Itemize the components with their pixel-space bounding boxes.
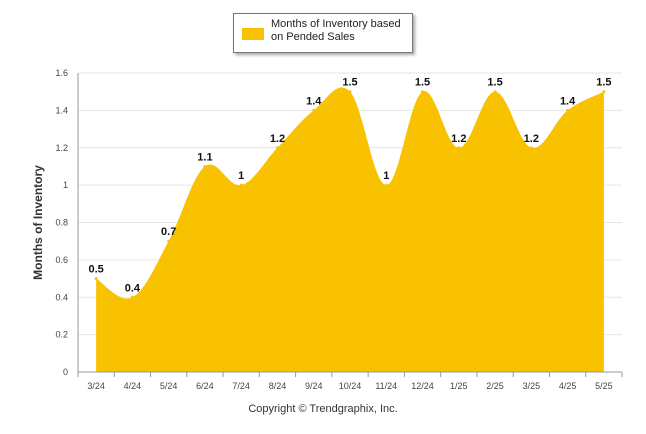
data-point: [312, 108, 316, 112]
data-label: 1: [383, 170, 389, 182]
legend-swatch: [242, 28, 264, 40]
legend-label: Months of Inventory based on Pended Sale…: [271, 18, 401, 43]
data-label: 1: [238, 170, 244, 182]
data-label: 1.4: [560, 95, 576, 107]
y-tick-label: 0.4: [55, 292, 68, 302]
data-point: [602, 90, 606, 94]
data-point: [493, 90, 497, 94]
data-point: [348, 90, 352, 94]
copyright-text: Copyright © Trendgraphix, Inc.: [248, 403, 398, 415]
x-tick-label: 2/25: [486, 381, 504, 391]
data-label: 0.5: [88, 264, 103, 276]
x-tick-label: 1/25: [450, 381, 468, 391]
x-tick-label: 3/24: [87, 381, 105, 391]
data-label: 1.2: [451, 133, 466, 145]
x-tick-label: 5/24: [160, 381, 178, 391]
data-point: [384, 183, 388, 187]
y-tick-label: 1.6: [55, 68, 68, 78]
data-label: 1.2: [270, 133, 285, 145]
x-tick-label: 9/24: [305, 381, 323, 391]
x-tick-label: 12/24: [411, 381, 434, 391]
data-point: [529, 146, 533, 150]
data-point: [421, 90, 425, 94]
y-tick-label: 0: [63, 367, 68, 377]
data-label: 0.4: [125, 282, 141, 294]
data-label: 1.5: [596, 77, 611, 89]
y-tick-label: 1.2: [55, 143, 68, 153]
data-point: [566, 108, 570, 112]
x-tick-label: 7/24: [232, 381, 250, 391]
x-tick-label: 6/24: [196, 381, 214, 391]
series-area: [96, 87, 604, 372]
data-point: [239, 183, 243, 187]
data-label: 1.2: [524, 133, 539, 145]
data-label: 1.5: [487, 77, 502, 89]
data-point: [275, 146, 279, 150]
y-tick-label: 0.2: [55, 330, 68, 340]
data-point: [167, 239, 171, 243]
x-tick-label: 5/25: [595, 381, 613, 391]
data-label: 1.1: [197, 151, 212, 163]
data-label: 1.5: [342, 77, 357, 89]
y-tick-label: 1: [63, 180, 68, 190]
x-tick-label: 4/24: [124, 381, 142, 391]
y-tick-label: 0.6: [55, 255, 68, 265]
y-tick-label: 1.4: [55, 105, 68, 115]
y-axis-title: Months of Inventory: [31, 165, 45, 280]
data-point: [203, 164, 207, 168]
data-point: [94, 277, 98, 281]
x-tick-label: 3/25: [523, 381, 541, 391]
x-tick-label: 11/24: [375, 381, 397, 391]
x-tick-label: 10/24: [339, 381, 362, 391]
data-label: 0.7: [161, 226, 176, 238]
y-tick-label: 0.8: [55, 218, 68, 228]
data-label: 1.4: [306, 95, 322, 107]
x-tick-label: 4/25: [559, 381, 577, 391]
data-point: [457, 146, 461, 150]
x-tick-label: 8/24: [269, 381, 287, 391]
legend: Months of Inventory based on Pended Sale…: [233, 13, 413, 53]
data-point: [130, 295, 134, 299]
data-label: 1.5: [415, 77, 430, 89]
